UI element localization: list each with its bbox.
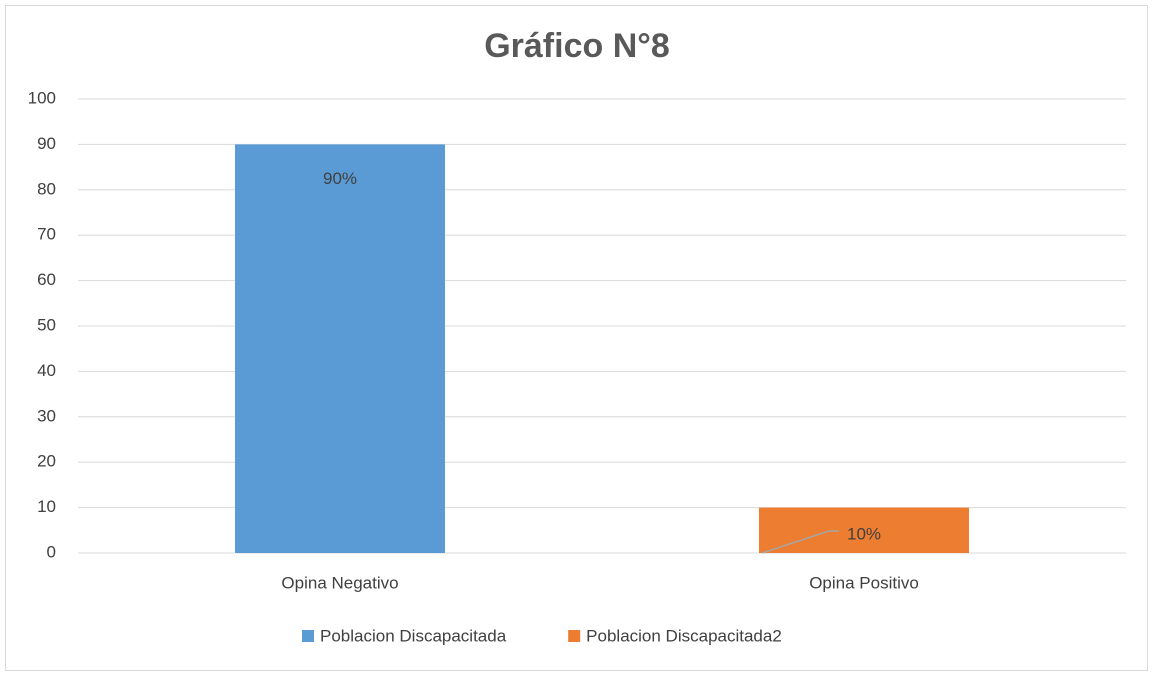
bar <box>235 144 445 553</box>
y-tick-label: 80 <box>37 179 56 198</box>
leader-line <box>761 530 839 554</box>
data-label: 90% <box>323 169 357 188</box>
data-label: 10% <box>847 524 881 543</box>
legend-swatch <box>302 630 314 642</box>
legend-swatch <box>568 630 581 642</box>
y-tick-label: 20 <box>37 452 56 471</box>
y-tick-label: 60 <box>37 270 56 289</box>
y-tick-label: 70 <box>37 225 56 244</box>
y-tick-label: 100 <box>28 88 56 107</box>
bar <box>759 507 969 553</box>
legend-label: Poblacion Discapacitada <box>320 626 507 645</box>
chart-border <box>5 5 1148 671</box>
x-tick-label: Opina Positivo <box>809 573 919 592</box>
y-tick-label: 50 <box>37 315 56 334</box>
y-tick-label: 40 <box>37 361 56 380</box>
legend-label: Poblacion Discapacitada2 <box>586 626 782 645</box>
y-tick-label: 10 <box>37 497 56 516</box>
y-tick-label: 30 <box>37 406 56 425</box>
x-tick-label: Opina Negativo <box>281 573 398 592</box>
y-tick-label: 0 <box>47 542 56 561</box>
y-tick-label: 90 <box>37 134 56 153</box>
chart-title: Gráfico N°8 <box>484 27 670 65</box>
